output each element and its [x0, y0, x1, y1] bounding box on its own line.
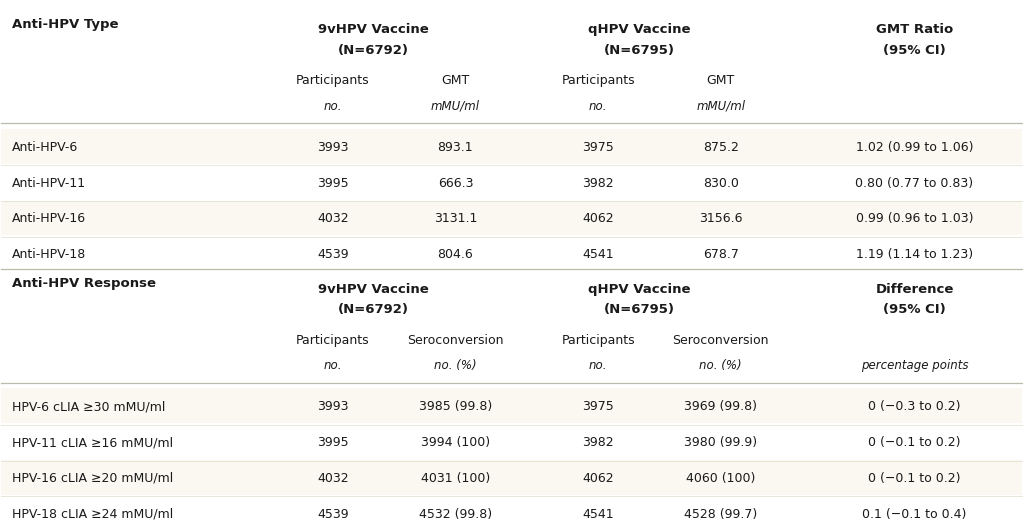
Text: HPV-6 cLIA ≥30 mMU/ml: HPV-6 cLIA ≥30 mMU/ml: [11, 400, 165, 413]
Text: 9vHPV Vaccine: 9vHPV Vaccine: [318, 23, 429, 36]
Text: 830.0: 830.0: [703, 176, 739, 189]
Text: 678.7: 678.7: [703, 248, 739, 262]
Text: no. (%): no. (%): [700, 359, 742, 372]
Text: 3995: 3995: [317, 436, 349, 449]
Text: qHPV Vaccine: qHPV Vaccine: [588, 282, 691, 295]
Text: no.: no.: [589, 359, 608, 372]
Text: percentage points: percentage points: [860, 359, 968, 372]
Bar: [1, 200, 1022, 235]
Text: 875.2: 875.2: [703, 141, 739, 154]
Text: 4032: 4032: [317, 472, 349, 485]
Text: (N=6792): (N=6792): [339, 43, 409, 56]
Text: 4062: 4062: [582, 472, 614, 485]
Text: 3995: 3995: [317, 176, 349, 189]
Text: no.: no.: [589, 100, 608, 113]
Text: 4062: 4062: [582, 212, 614, 226]
Text: qHPV Vaccine: qHPV Vaccine: [588, 23, 691, 36]
Text: 4539: 4539: [317, 248, 349, 262]
Text: mMU/ml: mMU/ml: [696, 100, 745, 113]
Text: 893.1: 893.1: [438, 141, 474, 154]
Text: no.: no.: [323, 359, 343, 372]
Text: 0 (−0.1 to 0.2): 0 (−0.1 to 0.2): [869, 436, 961, 449]
Text: Anti-HPV-6: Anti-HPV-6: [11, 141, 78, 154]
Bar: [1, 129, 1022, 164]
Text: Participants: Participants: [296, 334, 369, 347]
Text: 3156.6: 3156.6: [699, 212, 743, 226]
Text: 3993: 3993: [317, 400, 349, 413]
Text: (N=6792): (N=6792): [339, 303, 409, 316]
Text: HPV-18 cLIA ≥24 mMU/ml: HPV-18 cLIA ≥24 mMU/ml: [11, 508, 173, 521]
Text: 1.02 (0.99 to 1.06): 1.02 (0.99 to 1.06): [855, 141, 973, 154]
Text: 3975: 3975: [582, 400, 614, 413]
Text: 3980 (99.9): 3980 (99.9): [684, 436, 757, 449]
Text: Anti-HPV-16: Anti-HPV-16: [11, 212, 86, 226]
Text: 3994 (100): 3994 (100): [420, 436, 490, 449]
Text: no.: no.: [323, 100, 343, 113]
Text: GMT: GMT: [441, 74, 470, 87]
Text: 0 (−0.1 to 0.2): 0 (−0.1 to 0.2): [869, 472, 961, 485]
Text: 804.6: 804.6: [438, 248, 474, 262]
Text: 9vHPV Vaccine: 9vHPV Vaccine: [318, 282, 429, 295]
Text: 3131.1: 3131.1: [434, 212, 477, 226]
Text: HPV-11 cLIA ≥16 mMU/ml: HPV-11 cLIA ≥16 mMU/ml: [11, 436, 173, 449]
Text: 4541: 4541: [582, 248, 614, 262]
Text: Difference: Difference: [876, 282, 953, 295]
Text: 3975: 3975: [582, 141, 614, 154]
Text: Seroconversion: Seroconversion: [407, 334, 503, 347]
Text: Participants: Participants: [296, 74, 369, 87]
Text: Participants: Participants: [562, 74, 635, 87]
Text: 666.3: 666.3: [438, 176, 474, 189]
Text: GMT Ratio: GMT Ratio: [876, 23, 953, 36]
Text: Anti-HPV Type: Anti-HPV Type: [11, 18, 118, 31]
Bar: [1, 460, 1022, 495]
Text: Participants: Participants: [562, 334, 635, 347]
Text: 4541: 4541: [582, 508, 614, 521]
Text: Anti-HPV-11: Anti-HPV-11: [11, 176, 86, 189]
Text: Anti-HPV Response: Anti-HPV Response: [11, 278, 155, 290]
Text: 3982: 3982: [582, 436, 614, 449]
Text: (N=6795): (N=6795): [604, 43, 674, 56]
Text: 0.1 (−0.1 to 0.4): 0.1 (−0.1 to 0.4): [862, 508, 967, 521]
Text: Anti-HPV-18: Anti-HPV-18: [11, 248, 86, 262]
Text: 3993: 3993: [317, 141, 349, 154]
Text: 3969 (99.8): 3969 (99.8): [684, 400, 757, 413]
Text: 4539: 4539: [317, 508, 349, 521]
Bar: [1, 388, 1022, 423]
Text: 4528 (99.7): 4528 (99.7): [684, 508, 757, 521]
Text: mMU/ml: mMU/ml: [431, 100, 480, 113]
Text: (95% CI): (95% CI): [883, 303, 946, 316]
Text: 3982: 3982: [582, 176, 614, 189]
Text: 0 (−0.3 to 0.2): 0 (−0.3 to 0.2): [869, 400, 961, 413]
Text: no. (%): no. (%): [434, 359, 477, 372]
Text: 4532 (99.8): 4532 (99.8): [418, 508, 492, 521]
Text: 4060 (100): 4060 (100): [686, 472, 755, 485]
Text: 4031 (100): 4031 (100): [420, 472, 490, 485]
Text: GMT: GMT: [707, 74, 735, 87]
Text: 0.80 (0.77 to 0.83): 0.80 (0.77 to 0.83): [855, 176, 974, 189]
Text: 3985 (99.8): 3985 (99.8): [418, 400, 492, 413]
Text: 1.19 (1.14 to 1.23): 1.19 (1.14 to 1.23): [856, 248, 973, 262]
Text: HPV-16 cLIA ≥20 mMU/ml: HPV-16 cLIA ≥20 mMU/ml: [11, 472, 173, 485]
Text: 4032: 4032: [317, 212, 349, 226]
Text: (95% CI): (95% CI): [883, 43, 946, 56]
Text: Seroconversion: Seroconversion: [672, 334, 769, 347]
Text: (N=6795): (N=6795): [604, 303, 674, 316]
Text: 0.99 (0.96 to 1.03): 0.99 (0.96 to 1.03): [855, 212, 973, 226]
